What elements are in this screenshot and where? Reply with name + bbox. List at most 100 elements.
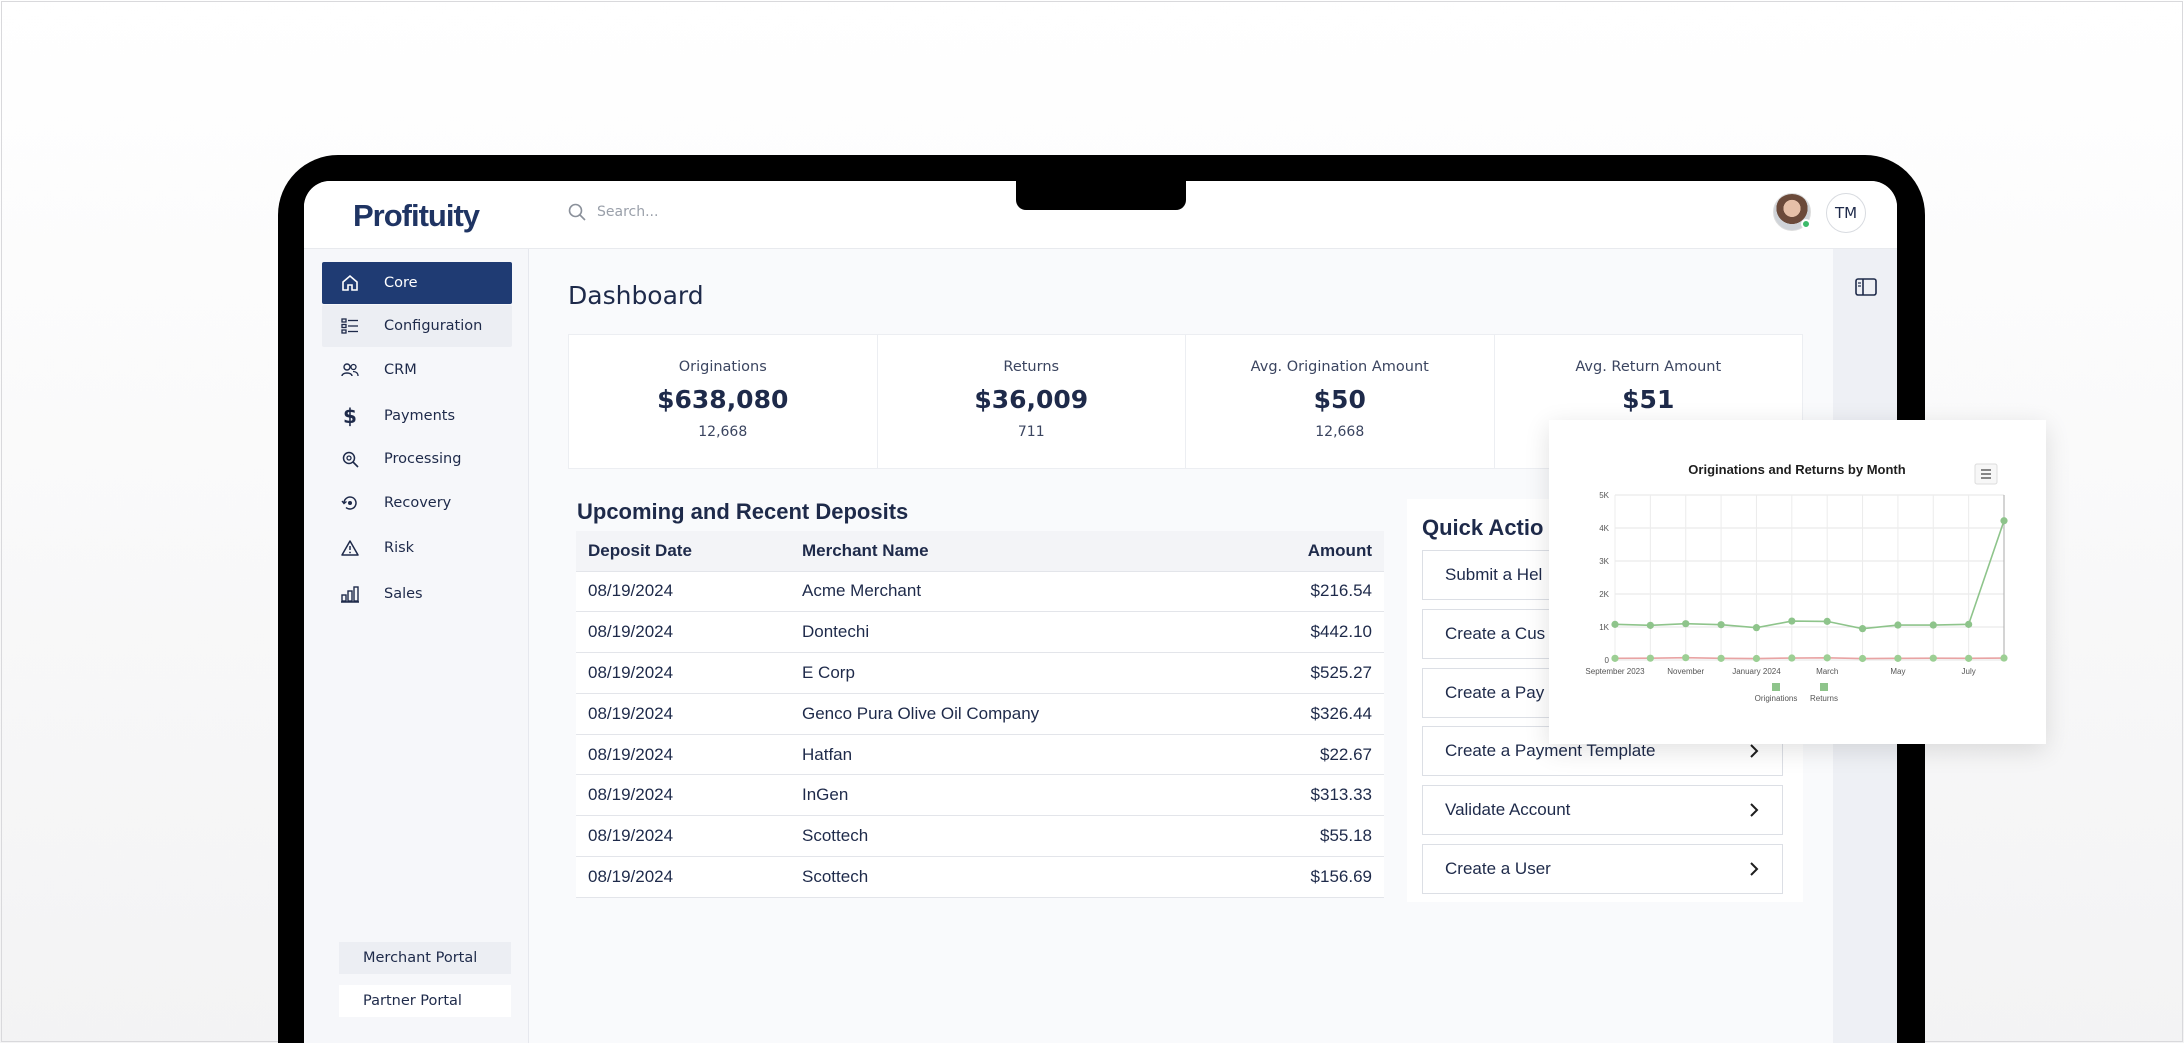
data-point-originations[interactable] (1646, 621, 1654, 629)
table-row[interactable]: 08/19/2024 InGen $313.33 (576, 774, 1384, 817)
y-tick-label: 3K (1599, 557, 1609, 566)
data-point-returns[interactable] (1929, 654, 1937, 662)
sidebar-item-label: Configuration (384, 318, 483, 334)
column-header-amount[interactable]: Amount (1234, 531, 1384, 572)
deposits-title: Upcoming and Recent Deposits (577, 499, 909, 524)
table-row[interactable]: 08/19/2024 Scottech $156.69 (576, 856, 1384, 898)
data-point-returns[interactable] (1752, 654, 1761, 663)
amount-cell: $156.69 (1234, 856, 1384, 898)
quick-action-label: Create a Payment Template (1445, 741, 1656, 761)
data-point-originations[interactable] (1717, 621, 1725, 629)
x-tick-label: March (1816, 667, 1838, 676)
home-icon (340, 273, 360, 293)
user-initials-button[interactable]: TM (1826, 193, 1866, 233)
deposit-date-cell: 08/19/2024 (576, 693, 790, 735)
kpi-label: Avg. Origination Amount (1250, 359, 1429, 375)
data-point-originations[interactable] (1752, 624, 1761, 632)
deposit-date-cell: 08/19/2024 (576, 571, 790, 613)
brand-logo[interactable]: Profituity (353, 198, 480, 233)
data-point-originations[interactable] (1823, 617, 1831, 625)
search-bar[interactable] (567, 202, 897, 222)
table-row[interactable]: 08/19/2024 Hatfan $22.67 (576, 734, 1384, 776)
data-point-returns[interactable] (1788, 654, 1796, 662)
partner-portal-button[interactable]: Partner Portal (339, 985, 511, 1017)
sidebar-item-sales[interactable]: Sales (322, 573, 512, 615)
data-point-returns[interactable] (1965, 654, 1973, 662)
quick-action-button[interactable]: Create a User (1422, 844, 1783, 894)
data-point-returns[interactable] (2000, 654, 2008, 662)
data-point-returns[interactable] (1682, 654, 1690, 662)
y-tick-label: 2K (1599, 590, 1609, 599)
chart-title: Originations and Returns by Month (1688, 462, 1905, 477)
legend-label[interactable]: Originations (1755, 694, 1798, 703)
x-tick-label: January 2024 (1732, 667, 1781, 676)
data-point-originations[interactable] (1788, 617, 1796, 625)
amount-cell: $22.67 (1234, 734, 1384, 776)
merchant-name-cell: Hatfan (790, 734, 1234, 776)
recovery-icon (340, 493, 360, 513)
search-gear-icon (340, 449, 360, 469)
camera-notch (1016, 178, 1186, 210)
sidebar-item-processing[interactable]: Processing (322, 438, 512, 480)
deposits-table: Deposit Date Merchant Name Amount 08/19/… (576, 531, 1384, 898)
data-point-returns[interactable] (1823, 654, 1831, 662)
table-row[interactable]: 08/19/2024 Acme Merchant $216.54 (576, 571, 1384, 613)
kpi-card-returns[interactable]: Returns $36,009 711 (878, 335, 1186, 468)
sidebar-item-label: Processing (384, 451, 462, 467)
amount-cell: $326.44 (1234, 693, 1384, 735)
legend-swatch (1820, 683, 1828, 691)
data-point-returns[interactable] (1894, 654, 1902, 662)
data-point-originations[interactable] (1611, 620, 1619, 628)
search-input[interactable] (597, 204, 897, 220)
data-point-originations[interactable] (1894, 621, 1902, 629)
table-row[interactable]: 08/19/2024 E Corp $525.27 (576, 652, 1384, 694)
chart-menu-button[interactable] (1974, 463, 1998, 485)
sidebar-toggle-icon[interactable] (1855, 278, 1877, 296)
sidebar-item-core[interactable]: Core (322, 262, 512, 304)
data-point-returns[interactable] (1717, 654, 1725, 662)
avatar[interactable] (1773, 193, 1811, 231)
quick-action-label: Submit a Hel (1445, 565, 1543, 584)
quick-actions-title: Quick Actio (1422, 515, 1544, 540)
online-status-dot (1801, 219, 1811, 229)
series-line-returns (1614, 656, 2005, 660)
data-point-originations[interactable] (2000, 517, 2008, 525)
data-point-originations[interactable] (1929, 621, 1937, 629)
merchant-name-cell: Scottech (790, 856, 1234, 898)
data-point-returns[interactable] (1611, 654, 1619, 662)
kpi-card-avg-return[interactable]: Avg. Return Amount $51 (1495, 335, 1803, 468)
kpi-card-originations[interactable]: Originations $638,080 12,668 (569, 335, 878, 468)
sidebar-item-recovery[interactable]: Recovery (322, 482, 512, 524)
x-tick-label: November (1667, 667, 1704, 676)
sidebar-item-payments[interactable]: $ Payments (322, 395, 512, 437)
sidebar-item-configuration[interactable]: Configuration (322, 305, 512, 347)
sidebar-item-crm[interactable]: CRM (322, 349, 512, 391)
sidebar-item-label: Risk (384, 540, 415, 556)
column-header-merchant-name[interactable]: Merchant Name (790, 531, 1234, 572)
data-point-originations[interactable] (1965, 620, 1973, 628)
kpi-card-avg-origination[interactable]: Avg. Origination Amount $50 12,668 (1186, 335, 1495, 468)
warning-icon (340, 538, 360, 558)
legend-label[interactable]: Returns (1810, 694, 1838, 703)
data-point-originations[interactable] (1682, 620, 1690, 628)
deposit-date-cell: 08/19/2024 (576, 774, 790, 817)
series-line-originations (1614, 520, 2005, 630)
table-row[interactable]: 08/19/2024 Genco Pura Olive Oil Company $3… (576, 693, 1384, 735)
merchant-portal-button[interactable]: Merchant Portal (339, 942, 511, 974)
quick-action-button[interactable]: Validate Account (1422, 785, 1783, 836)
data-point-returns[interactable] (1646, 654, 1654, 662)
data-point-originations[interactable] (1858, 625, 1867, 633)
y-tick-label: 1K (1599, 623, 1609, 632)
column-header-deposit-date[interactable]: Deposit Date (576, 531, 790, 572)
kpi-count: 12,668 (698, 424, 748, 440)
chevron-right-icon (1750, 744, 1759, 759)
kpi-label: Originations (678, 359, 767, 375)
table-row[interactable]: 08/19/2024 Dontechi $442.10 (576, 611, 1384, 654)
legend-swatch (1772, 683, 1780, 691)
sidebar-item-risk[interactable]: Risk (322, 527, 512, 569)
merchant-name-cell: InGen (790, 774, 1234, 817)
data-point-returns[interactable] (1858, 654, 1867, 663)
kpi-value: $36,009 (974, 385, 1089, 414)
users-icon (340, 360, 360, 380)
table-row[interactable]: 08/19/2024 Scottech $55.18 (576, 815, 1384, 858)
